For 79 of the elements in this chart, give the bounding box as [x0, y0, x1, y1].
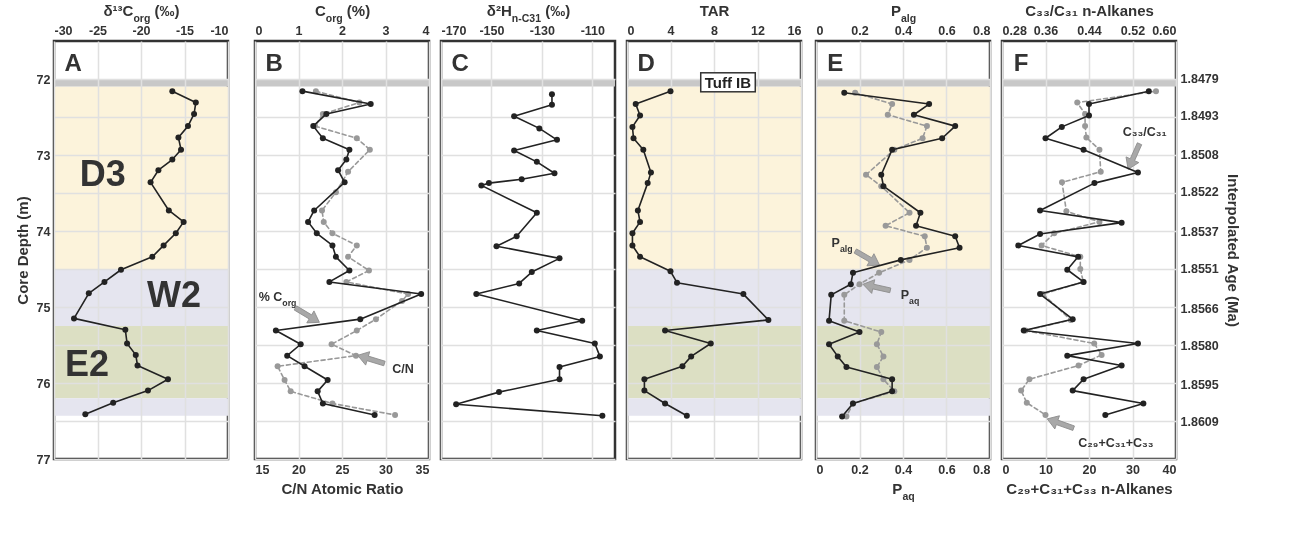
y-axis-title: Core Depth (m) — [13, 196, 31, 305]
x-axis-title: δ¹³C$_{org}$ (‰) — [103, 1, 180, 24]
x2-axis-title: P$_{alg}$ — [890, 1, 917, 24]
annotation: C₃₃/C₃₁ — [1122, 125, 1167, 140]
y-tick-label: 77 — [36, 452, 51, 467]
x2-tick-label: 0.44 — [1077, 23, 1102, 38]
x2-axis-title: C$_{org}$ (%) — [314, 1, 371, 24]
x2-tick-label: 2 — [339, 23, 347, 38]
x2-tick-label: 0.60 — [1152, 23, 1177, 38]
x-tick-label: 0 — [627, 23, 635, 38]
x-tick-label: -110 — [580, 23, 606, 38]
text: 1.8522 — [1180, 185, 1219, 200]
x2-tick-label: 0.52 — [1120, 23, 1146, 38]
text: 1.8537 — [1180, 224, 1219, 239]
x-tick-label: -10 — [210, 23, 229, 38]
x-tick-label: -170 — [441, 23, 467, 38]
x-tick-label: 16 — [787, 23, 802, 38]
x-tick-label: 25 — [335, 462, 350, 477]
x-tick-label: -15 — [175, 23, 195, 38]
x-axis-title: TAR — [699, 1, 730, 19]
x-tick-label: 20 — [1082, 462, 1097, 477]
text: 1.8508 — [1180, 148, 1219, 163]
annotation: P$_{aq}$ — [900, 287, 920, 306]
x-tick-label: -150 — [479, 23, 505, 38]
annotation: C₂₉+C₃₁+C₃₃ — [1078, 436, 1154, 451]
x-axis-title: δ²H$_{n-C31}$ (‰) — [486, 1, 571, 24]
text: 1.8479 — [1180, 71, 1219, 86]
text: 1.8580 — [1180, 338, 1219, 353]
annotation: P$_{alg}$ — [831, 236, 853, 255]
annotation: D3 — [79, 152, 126, 194]
x-tick-label: 15 — [255, 462, 270, 477]
annotation: C — [451, 48, 469, 76]
annotation: F — [1013, 48, 1029, 76]
x-tick-label: 8 — [711, 23, 719, 38]
y-tick-label: 75 — [36, 300, 51, 315]
x-tick-label: -25 — [88, 23, 108, 38]
x2-tick-label: 1 — [295, 23, 303, 38]
annotation: D — [637, 48, 655, 76]
text: 1.8566 — [1180, 301, 1219, 316]
x-tick-label: -20 — [132, 23, 151, 38]
annotation: A — [64, 48, 82, 76]
x-tick-label: 0.6 — [938, 462, 956, 477]
x-axis-title: P$_{aq}$ — [892, 480, 915, 502]
x2-tick-label: 0.28 — [1002, 23, 1027, 38]
y2-axis-title: Interpolated Age (Ma) — [1224, 174, 1242, 327]
x-tick-label: 0.4 — [894, 462, 913, 477]
y-tick-label: 72 — [36, 72, 51, 87]
x2-tick-label: 3 — [382, 23, 390, 38]
x-axis-title: C/N Atomic Ratio — [281, 480, 404, 497]
x-axis-title: C₂₉+C₃₁+C₃₃ n-Alkanes — [1006, 480, 1173, 497]
x-tick-label: 12 — [751, 23, 765, 38]
x-tick-label: 0 — [1002, 462, 1010, 477]
x-tick-label: 35 — [415, 462, 430, 477]
annotation: C/N — [392, 362, 414, 377]
x-tick-label: -30 — [54, 23, 73, 38]
text: 1.8595 — [1180, 378, 1219, 393]
y-tick-label: 74 — [36, 224, 51, 239]
x2-tick-label: 0.36 — [1033, 23, 1059, 38]
x-tick-label: -130 — [529, 23, 555, 38]
x-tick-label: 20 — [292, 462, 306, 477]
annotation: W2 — [147, 273, 202, 315]
annotation: % C$_{org}$ — [258, 290, 297, 309]
y-tick-label: 73 — [36, 148, 51, 163]
text: 1.8493 — [1180, 108, 1219, 123]
x-tick-label: 4 — [667, 23, 675, 38]
annotation: E2 — [65, 342, 110, 384]
annotation: B — [265, 48, 283, 76]
x-tick-label: 0.8 — [973, 462, 991, 477]
text: 1.8551 — [1180, 262, 1219, 277]
x-tick-label: 0.2 — [851, 462, 869, 477]
x-tick-label: 0 — [816, 462, 824, 477]
text: 1.8609 — [1180, 415, 1219, 430]
x-tick-label: 10 — [1039, 462, 1053, 477]
x-tick-label: 30 — [379, 462, 393, 477]
x-tick-label: 40 — [1162, 462, 1177, 477]
annotation: E — [827, 48, 844, 76]
x2-axis-title: C₃₃/C₃₁ n-Alkanes — [1025, 1, 1154, 19]
x-tick-label: 30 — [1126, 462, 1140, 477]
y-tick-label: 76 — [36, 376, 51, 391]
